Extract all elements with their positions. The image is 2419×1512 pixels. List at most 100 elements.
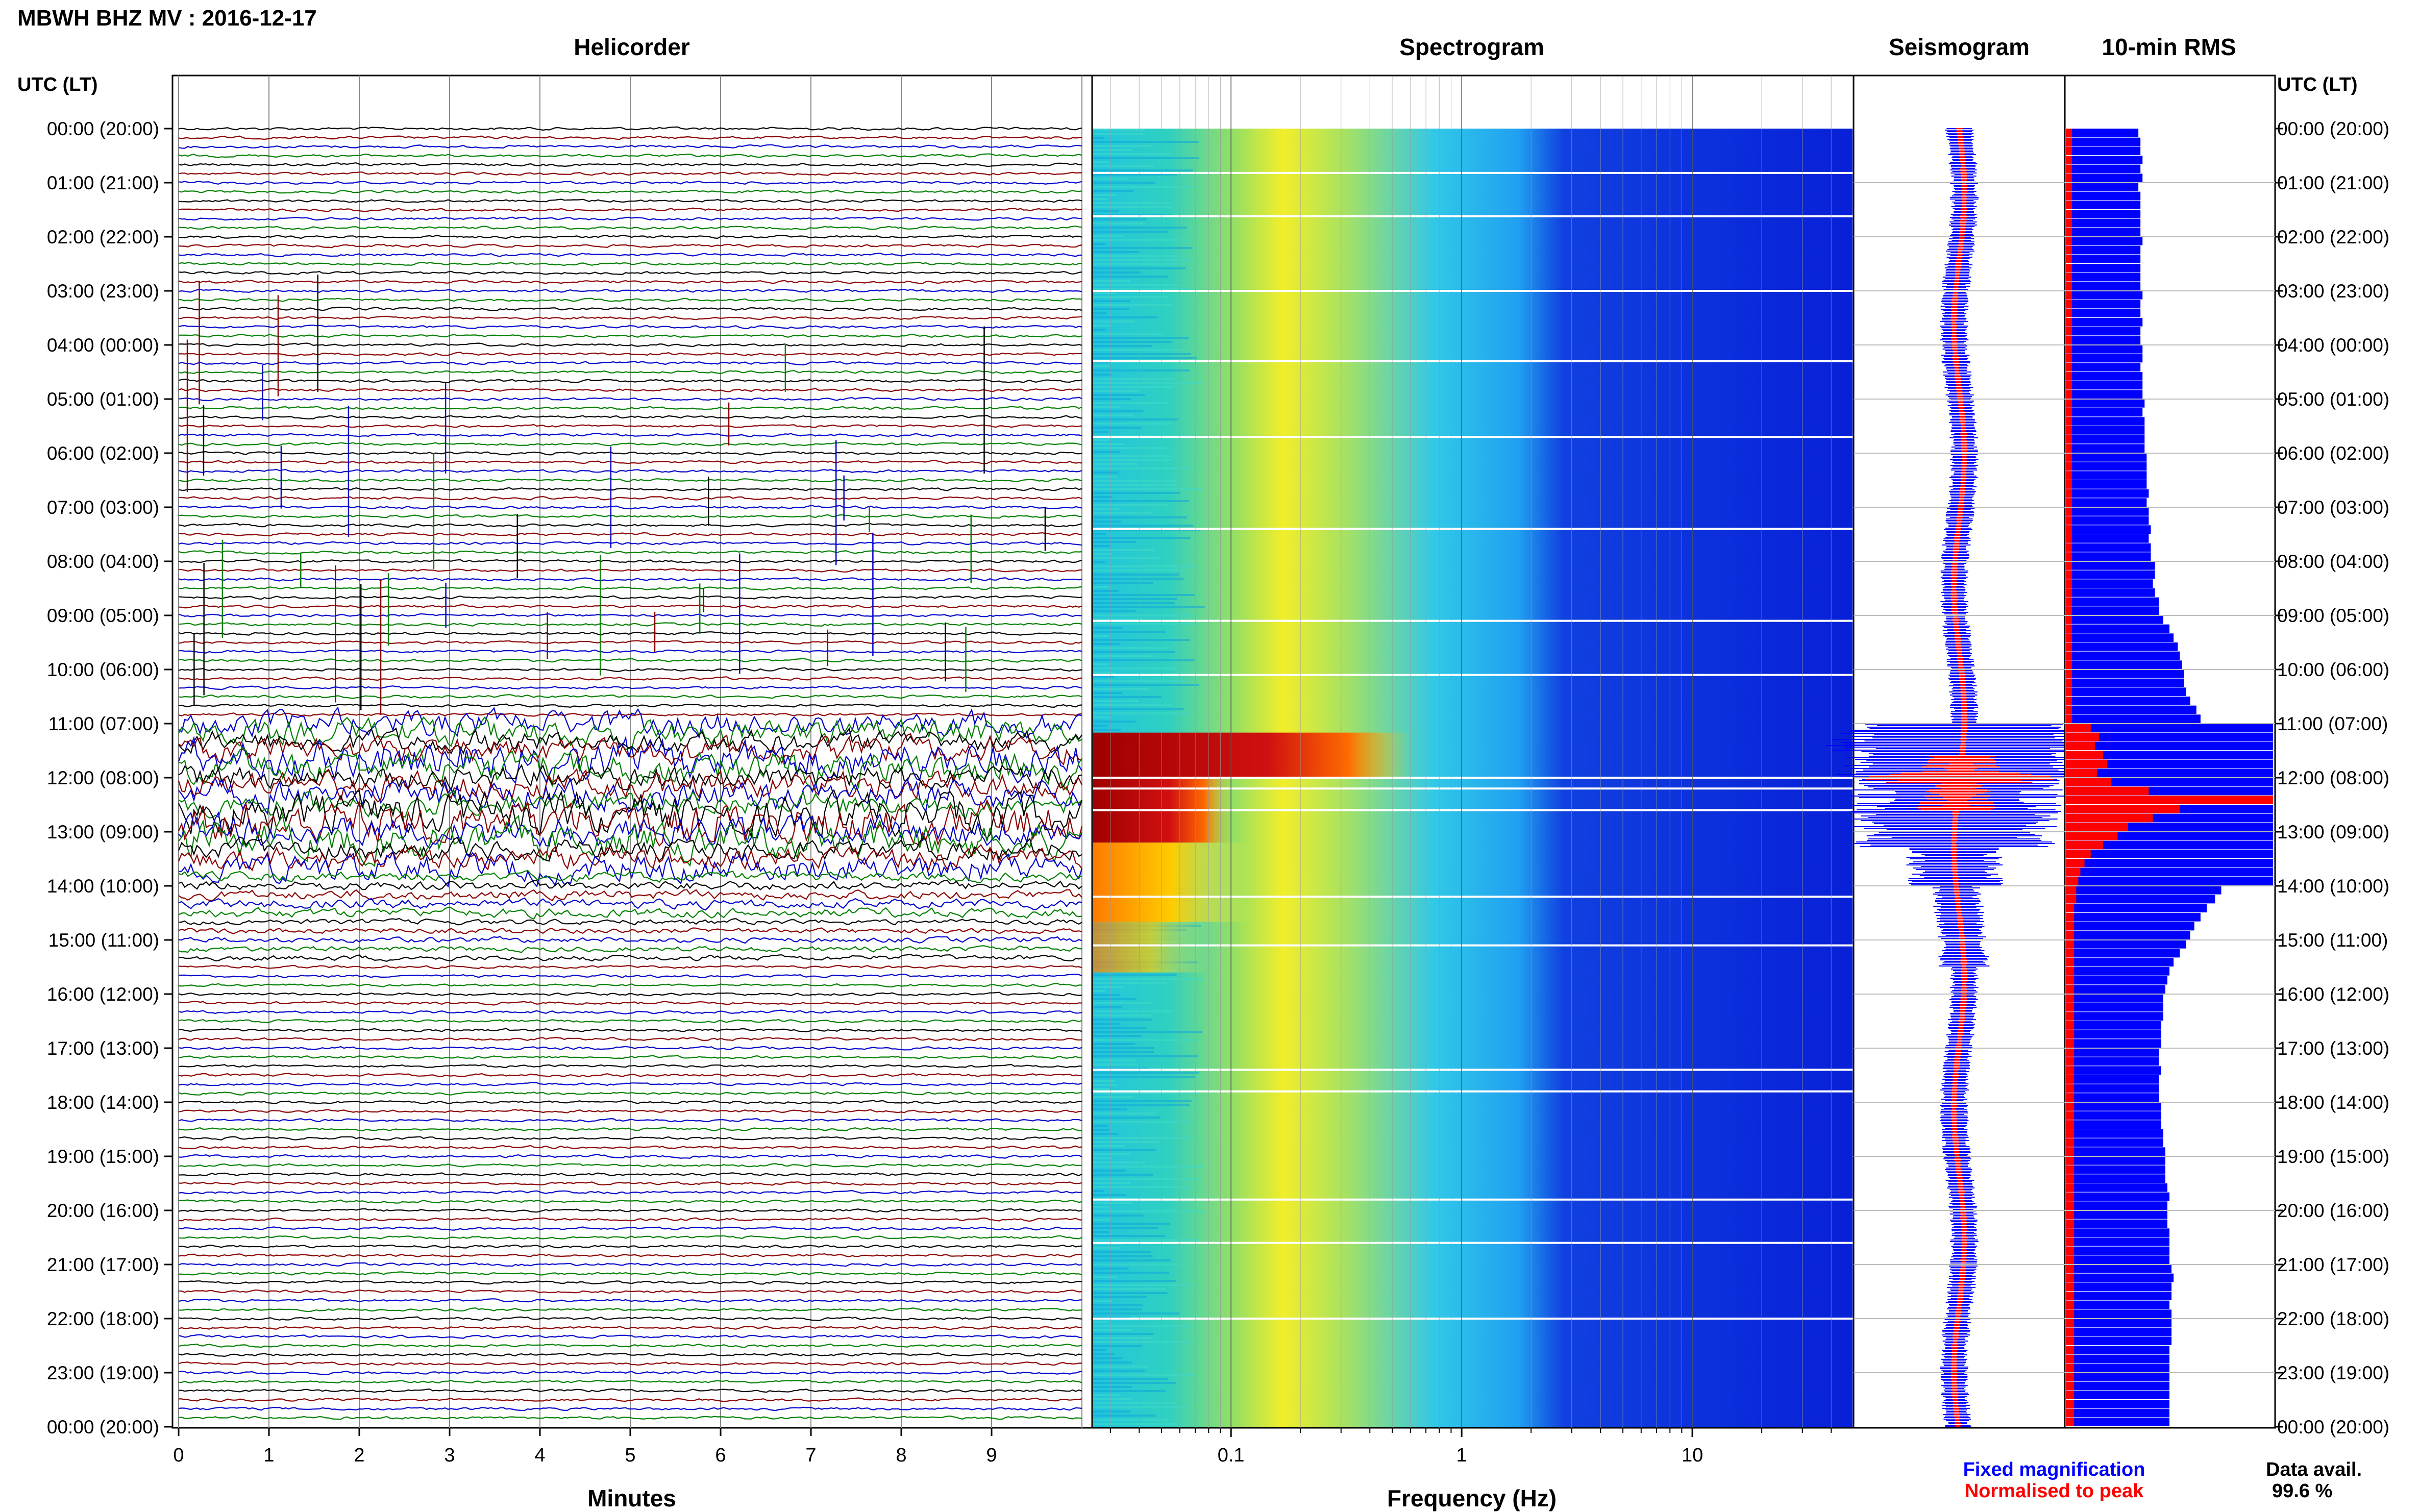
helicorder-trace [178, 945, 1082, 953]
rms-bar-normalised [2066, 1246, 2075, 1255]
helicorder-trace [178, 415, 1082, 419]
spectrogram-stripe [1093, 684, 1199, 686]
spectrogram-stripe [1093, 1121, 1190, 1123]
spectrogram-stripe [1093, 574, 1179, 576]
rms-bar-fixed [2066, 137, 2141, 146]
rms-bar-normalised [2066, 255, 2072, 263]
spectrogram-stripe [1093, 1235, 1165, 1237]
rms-bar-normalised [2066, 1400, 2075, 1408]
helicorder-trace [178, 1189, 1082, 1195]
helicorder-trace [178, 1136, 1082, 1141]
rms-bar-fixed [2066, 201, 2141, 209]
spectrogram-stripe [1093, 1410, 1130, 1412]
rms-bar-normalised [2066, 1030, 2075, 1039]
rms-bar-normalised [2066, 318, 2072, 327]
minute-tick-label: 2 [354, 1445, 364, 1466]
rms-bar-normalised [2066, 1039, 2075, 1048]
time-label: 09:00 (05:00) [47, 605, 159, 626]
helicorder-trace [179, 1397, 1082, 1402]
spectrogram-stripe [1093, 520, 1121, 523]
rms-bar-normalised [2066, 390, 2072, 399]
spectrogram-stripe [1093, 235, 1123, 237]
rms-bar-normalised [2066, 813, 2153, 823]
rms-bar-fixed [2066, 1066, 2161, 1075]
spectrogram-stripe [1093, 353, 1192, 355]
spectrogram-stripe [1093, 680, 1187, 682]
time-label: 04:00 (00:00) [47, 335, 159, 356]
helicorder-trace [178, 1388, 1082, 1393]
rms-bar-normalised [2066, 146, 2072, 155]
helicorder-trace [178, 631, 1082, 636]
helicorder-trace [178, 298, 1082, 303]
spectrogram-stripe [1093, 451, 1120, 453]
rms-bar-fixed [2066, 642, 2178, 651]
spectrogram-stripe [1093, 1206, 1109, 1208]
spectrogram-stripe [1093, 271, 1141, 274]
rms-bar-fixed [2066, 840, 2273, 850]
rms-bar-fixed [2066, 660, 2182, 669]
helicorder-trace [178, 144, 1082, 149]
rms-bar-fixed [2066, 1138, 2163, 1147]
spectrogram-stripe [1093, 602, 1175, 604]
helicorder-trace [178, 1235, 1082, 1240]
time-label: 00:00 (20:00) [47, 118, 159, 139]
rms-bar-fixed [2066, 498, 2147, 507]
helicorder-trace [178, 181, 1082, 185]
spectrogram-stripe [1093, 1223, 1170, 1225]
minute-tick-label: 6 [715, 1445, 726, 1466]
spectrogram-stripe [1093, 133, 1145, 135]
helicorder-trace [178, 1127, 1082, 1132]
rms-bar-fixed [2066, 724, 2273, 732]
spectrogram-stripe [1093, 374, 1112, 376]
rms-bar-fixed [2066, 354, 2143, 363]
rms-bar-fixed [2066, 291, 2143, 300]
helicorder-trace [178, 1316, 1082, 1321]
spectrogram-stripe [1093, 455, 1172, 457]
rms-bar-normalised [2066, 570, 2072, 579]
rms-bar-fixed [2066, 1228, 2169, 1237]
rms-bar-fixed [2066, 1364, 2169, 1372]
helicorder-trace [178, 1109, 1082, 1113]
helicorder-trace [178, 604, 1082, 609]
helicorder-trace [179, 352, 1082, 357]
rms-bar-fixed [2066, 164, 2141, 173]
rms-bar-fixed [2066, 1075, 2159, 1084]
rms-bar-fixed [2066, 408, 2143, 417]
rms-bar-normalised [2066, 886, 2077, 895]
rms-bar-fixed [2066, 1102, 2161, 1111]
helicorder-trace [178, 716, 1082, 750]
rms-bar-fixed [2066, 525, 2151, 534]
rms-bar-fixed [2066, 949, 2180, 958]
spectrogram-stripe [1093, 1153, 1130, 1155]
spectrogram-stripe [1093, 578, 1184, 580]
spectrogram-stripe [1093, 565, 1195, 567]
rms-bar-fixed [2066, 210, 2141, 218]
helicorder-trace [178, 1217, 1082, 1222]
rms-bar-normalised [2066, 724, 2091, 732]
spectrogram-stripe [1093, 655, 1155, 657]
spectrogram-stripe [1093, 1186, 1192, 1188]
rms-bar-normalised [2066, 769, 2097, 777]
time-label: 14:00 (10:00) [47, 876, 159, 897]
helicorder-trace [178, 1100, 1082, 1105]
spectrogram-stripe [1093, 1072, 1199, 1074]
helicorder-trace [178, 595, 1082, 600]
rms-bar-fixed [2066, 1192, 2169, 1201]
rms-bar-normalised [2066, 1418, 2075, 1426]
spectrogram-stripe [1093, 1174, 1153, 1176]
rms-bar-fixed [2066, 994, 2163, 1003]
helicorder-trace [178, 433, 1082, 437]
spectrogram-stripe [1093, 222, 1146, 225]
spectrogram-stripe [1093, 467, 1190, 469]
rms-bar-normalised [2066, 796, 2273, 804]
helicorder-trace [178, 135, 1082, 140]
helicorder-trace [178, 936, 1082, 944]
helicorder-trace [178, 1009, 1082, 1015]
spectrogram-stripe [1093, 276, 1168, 278]
rms-bar-normalised [2066, 291, 2072, 300]
spectrogram-stripe [1093, 663, 1109, 665]
rms-bar-normalised [2066, 201, 2072, 209]
rms-bar-normalised [2066, 282, 2072, 290]
time-label: 21:00 (17:00) [2277, 1254, 2389, 1275]
time-label: 14:00 (10:00) [2277, 876, 2389, 897]
